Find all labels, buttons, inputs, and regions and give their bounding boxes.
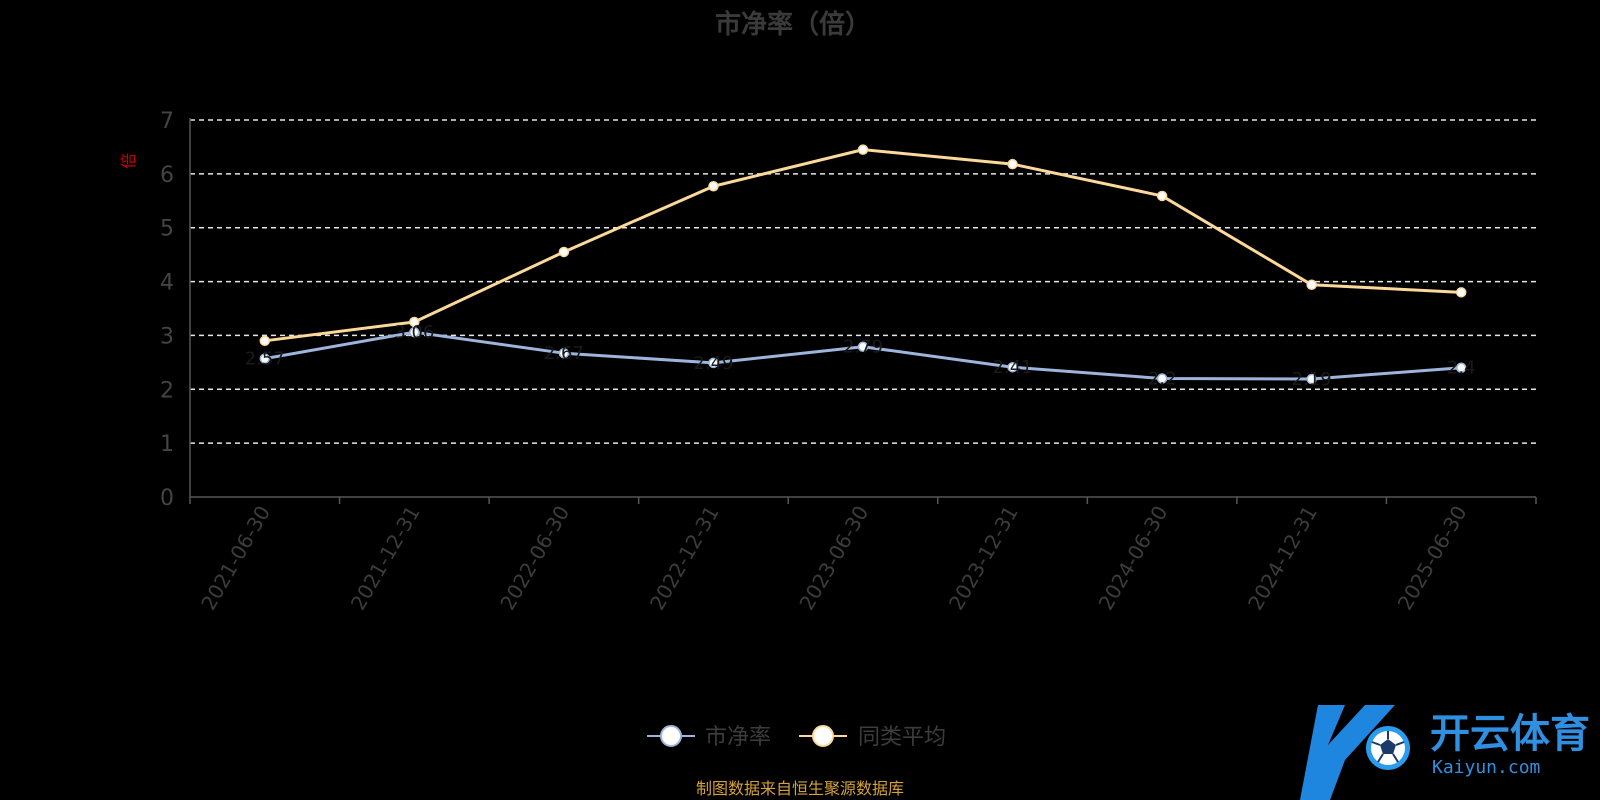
series-1-point-1: [409, 316, 420, 328]
series-1-point-0: [259, 335, 271, 347]
legend-avg-label: 同类平均: [858, 725, 946, 750]
x-tick-label-1: 2021-12-31: [346, 502, 425, 615]
chart-title: 市净率（倍）: [715, 9, 871, 40]
series-1-point-4: [857, 144, 869, 155]
y-tick-label-5: 5: [160, 217, 174, 242]
y-tick-label-2: 2: [160, 378, 174, 403]
series-0-data-label-6: 2.2: [1148, 369, 1177, 390]
series-0-point-6: [1156, 373, 1168, 384]
legend-item-avg[interactable]: 同类平均: [799, 725, 946, 750]
series-0-point-2: [558, 347, 570, 359]
legend-item-pb[interactable]: 市净率: [647, 725, 771, 750]
y-tick-label-0: 0: [160, 486, 174, 511]
legend-avg-marker: [812, 725, 834, 747]
series-0-point-0: [259, 353, 271, 364]
y-axis-label: 倍: [119, 153, 138, 169]
series-0-data-label-2: 2.67: [544, 343, 584, 364]
series-0-point-3: [708, 357, 719, 369]
series-0-data-label-7: 2.19: [1292, 369, 1332, 390]
series-0-data-label-8: 2.4: [1447, 358, 1476, 379]
series-0-data-label-1: 3.06: [394, 322, 434, 343]
data-labels: 2.57 3.06 2.67 2.49 2.79 2.41 2.2 2.19 2.4: [245, 322, 1476, 390]
x-tick-label-0: 2021-06-30: [196, 502, 275, 615]
x-tick-label-7: 2024-12-31: [1243, 502, 1322, 615]
series-1-point-2: [558, 246, 570, 258]
series-0-point-7: [1306, 373, 1317, 385]
grid-lines: [190, 119, 1536, 444]
x-tick-label-4: 2023-06-30: [794, 502, 873, 615]
series-1-point-8: [1455, 287, 1467, 298]
series-1-line: [264, 148, 1462, 343]
brand-watermark: 开云体育 Kaiyun.com: [1300, 705, 1590, 800]
watermark-domain-text: Kaiyun.com: [1432, 757, 1540, 778]
series-0-data-label-0: 2.57: [245, 349, 285, 370]
series-lines: [259, 144, 1467, 385]
x-tick-label-8: 2025-06-30: [1393, 502, 1472, 615]
series-0-point-4: [857, 341, 869, 352]
y-tick-label-3: 3: [160, 324, 174, 349]
series-0-point-5: [1007, 361, 1018, 373]
x-tick-label-2: 2022-06-30: [495, 502, 574, 615]
series-1-point-3: [708, 180, 719, 192]
data-source-note: 制图数据来自恒生聚源数据库: [696, 779, 904, 798]
x-tick-label-6: 2024-06-30: [1094, 502, 1173, 615]
series-0-data-label-5: 2.41: [993, 357, 1033, 378]
soccer-ball-logo-icon: [1300, 705, 1410, 800]
watermark-brand-text: 开云体育: [1430, 711, 1590, 757]
series-0-point-1: [409, 326, 420, 338]
legend: 市净率 同类平均: [647, 725, 946, 750]
series-0-data-label-3: 2.49: [693, 353, 733, 374]
axes: 0 1 2 3 4 5 6 7 2021-06-30 2021-12-31 2022-06-30 20…: [160, 109, 1537, 615]
y-tick-label-1: 1: [160, 432, 174, 457]
series-0-point-8: [1455, 362, 1467, 373]
x-tick-label-3: 2022-12-31: [645, 502, 724, 615]
y-tick-label-6: 6: [160, 163, 174, 188]
y-tick-label-7: 7: [160, 109, 174, 134]
series-1-point-6: [1156, 190, 1168, 202]
series-1-point-5: [1007, 158, 1018, 170]
series-0-data-label-4: 2.79: [843, 337, 883, 358]
series-1-point-7: [1306, 279, 1317, 291]
legend-pb-marker: [660, 725, 682, 747]
y-tick-label-4: 4: [160, 271, 174, 296]
legend-pb-label: 市净率: [705, 725, 771, 750]
x-tick-label-5: 2023-12-31: [944, 502, 1023, 615]
